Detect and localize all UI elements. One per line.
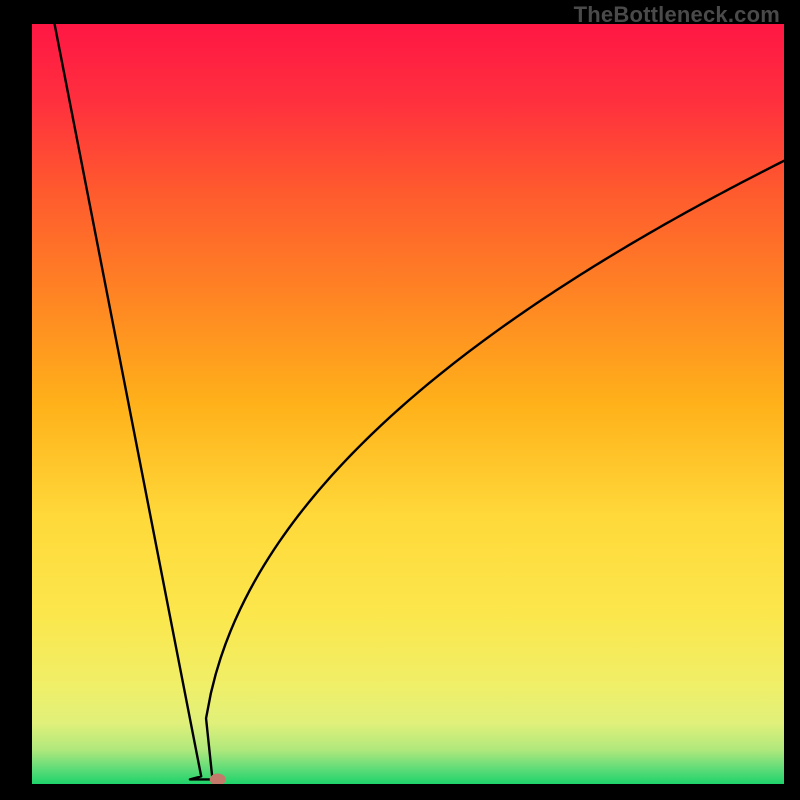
watermark-text: TheBottleneck.com: [574, 2, 780, 28]
chart-plot-area: [32, 24, 784, 784]
chart-svg: [32, 24, 784, 784]
gradient-background: [32, 24, 784, 784]
